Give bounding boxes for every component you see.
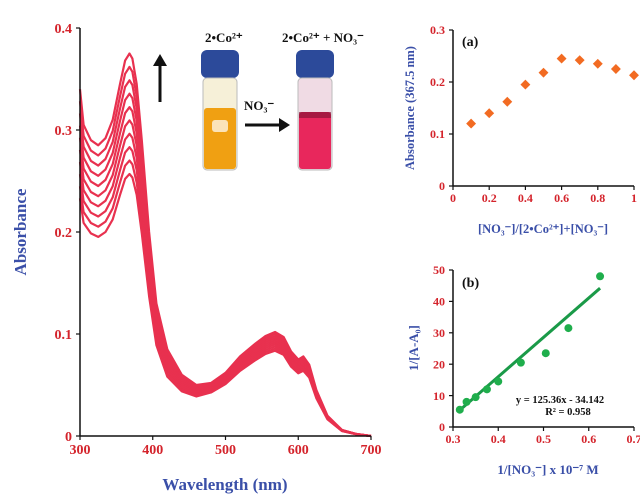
b-panel-label: (b) [462, 276, 479, 291]
y-tick-label: 0 [439, 179, 445, 193]
spectra-curves [78, 52, 372, 438]
b-r2: R² = 0.958 [545, 407, 591, 418]
x-tick-label: 0 [450, 191, 456, 205]
y-tick-label: 0.2 [55, 226, 73, 241]
vial-left-tag [212, 120, 228, 132]
spectrum-line [78, 146, 372, 438]
b-fit-line [456, 287, 602, 414]
y-tick-label: 40 [433, 295, 445, 309]
spectrum-line [78, 132, 372, 438]
x-tick-label: 0.7 [627, 432, 640, 446]
y-tick-label: 20 [433, 357, 445, 371]
spectrum-line [78, 159, 372, 438]
spectrum-line [78, 172, 372, 438]
x-tick-label: 700 [361, 443, 382, 458]
b-points [455, 272, 605, 414]
vial-right-band [299, 112, 331, 118]
right-arrow-head [279, 118, 290, 132]
b-point [482, 385, 491, 394]
x-tick-label: 300 [70, 443, 91, 458]
x-tick-label: 0.4 [518, 191, 533, 205]
x-tick-label: 0.3 [446, 432, 461, 446]
a-panel-label: (a) [462, 35, 479, 50]
main-y-label: Absorbance [11, 188, 30, 275]
x-tick-label: 0.6 [554, 191, 569, 205]
y-tick-label: 0.3 [430, 23, 445, 37]
x-tick-label: 0.5 [536, 432, 551, 446]
y-tick-label: 0 [65, 430, 72, 445]
vial-left-caption: 2•Co²⁺ [205, 30, 243, 45]
b-point [471, 393, 480, 402]
y-tick-label: 0 [439, 420, 445, 434]
a-point [520, 79, 531, 90]
b-point [541, 349, 550, 358]
a-points [466, 53, 639, 129]
b-point [455, 405, 464, 414]
x-tick-label: 0.8 [590, 191, 605, 205]
b-y-label: 1/[A-A₀] [406, 325, 421, 371]
y-tick-label: 0.1 [55, 328, 73, 343]
b-point [564, 324, 573, 333]
x-tick-label: 600 [288, 443, 309, 458]
x-tick-label: 0.6 [581, 432, 596, 446]
y-tick-label: 30 [433, 326, 445, 340]
a-x-ticks: 0 0.2 0.4 0.6 0.8 1 [450, 186, 637, 205]
y-tick-label: 0.1 [430, 127, 445, 141]
y-tick-label: 50 [433, 263, 445, 277]
main-x-ticks: 300 400 500 600 700 [70, 436, 382, 458]
arrow-label: NO₃⁻ [244, 98, 274, 113]
a-point [502, 96, 513, 107]
a-point [484, 108, 495, 119]
a-point [610, 64, 621, 74]
main-spectra-chart: 300 400 500 600 700 0 0.1 0.2 0.3 0.4 Wavelength… [11, 22, 382, 494]
b-x-label: 1/[NO₃⁻] x 10⁻⁷ M [497, 462, 598, 477]
a-y-label: Absorbance (367.5 nm) [403, 46, 417, 170]
vial-left [201, 50, 239, 171]
vial-left-cap [201, 50, 239, 78]
a-point [466, 118, 477, 129]
a-point [629, 70, 639, 81]
main-x-label: Wavelength (nm) [162, 475, 287, 494]
x-tick-label: 0.4 [491, 432, 506, 446]
a-point [556, 53, 567, 64]
b-point [596, 272, 605, 281]
main-y-ticks: 0 0.1 0.2 0.3 0.4 [55, 22, 80, 445]
vial-right-cap [296, 50, 334, 78]
y-tick-label: 0.4 [55, 22, 73, 37]
x-tick-label: 400 [142, 443, 163, 458]
a-x-label: [NO₃⁻]/[2•Co²⁺]+[NO₃⁻] [478, 222, 608, 236]
b-point [516, 358, 525, 367]
y-tick-label: 0.2 [430, 75, 445, 89]
up-arrow-head [153, 54, 167, 66]
a-point [538, 67, 549, 78]
vial-right-caption: 2•Co²⁺ + NO₃⁻ [282, 30, 364, 45]
panel-a-chart: 0 0.2 0.4 0.6 0.8 1 0 0.1 0.2 0.3 (a) [NO₃⁻]/[2•… [403, 23, 639, 236]
a-y-ticks: 0 0.1 0.2 0.3 [430, 23, 453, 193]
b-x-ticks: 0.3 0.4 0.5 0.6 0.7 [446, 427, 640, 446]
vial-left-liquid [204, 108, 236, 169]
a-point [592, 58, 603, 69]
b-point [462, 397, 471, 406]
panel-b-chart: 0.3 0.4 0.5 0.6 0.7 0 10 20 30 40 50 (b) y = 125.… [406, 263, 640, 477]
x-tick-label: 0.2 [482, 191, 497, 205]
x-tick-label: 500 [215, 443, 236, 458]
vial-right [296, 50, 334, 171]
b-y-ticks: 0 10 20 30 40 50 [433, 263, 453, 434]
y-tick-label: 10 [433, 389, 445, 403]
b-point [494, 377, 503, 386]
y-tick-label: 0.3 [55, 124, 73, 139]
vial-right-liquid [299, 112, 331, 169]
b-equation: y = 125.36x - 34.142 [516, 395, 604, 406]
x-tick-label: 1 [631, 191, 637, 205]
vial-inset: 2•Co²⁺ 2•Co²⁺ + NO₃⁻ NO₃⁻ [153, 30, 364, 171]
a-point [574, 55, 585, 66]
